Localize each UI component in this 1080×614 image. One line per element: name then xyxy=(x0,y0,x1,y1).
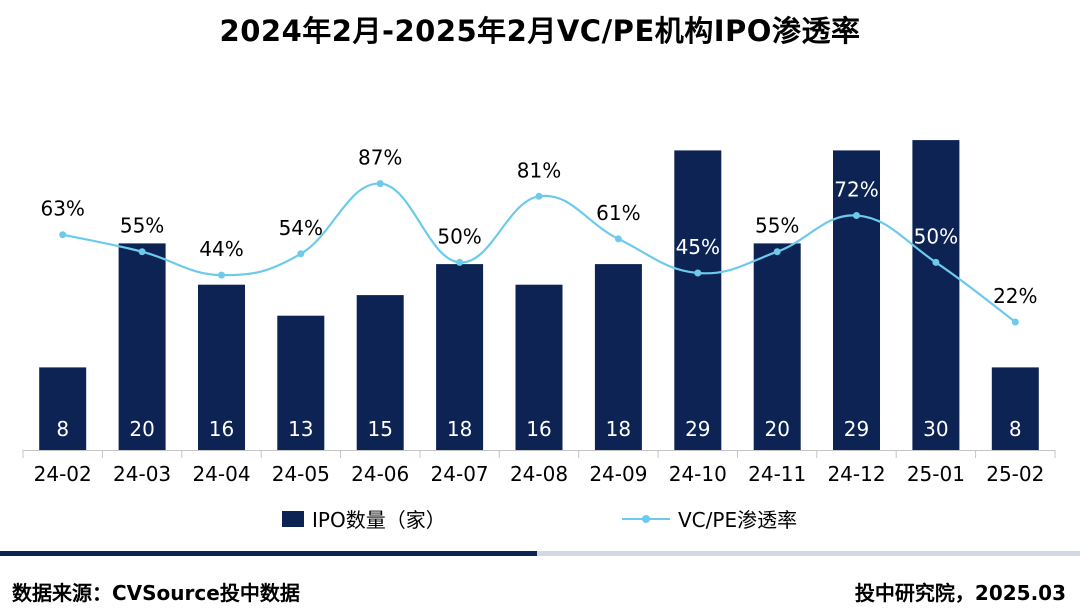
legend-label-ipo-count: IPO数量（家） xyxy=(312,508,446,532)
line-value-label: 44% xyxy=(199,237,243,261)
x-tick-label: 24-05 xyxy=(272,462,330,486)
line-point-24-06 xyxy=(376,180,384,188)
x-tick-label: 24-09 xyxy=(589,462,647,486)
legend-line-swatch xyxy=(622,511,670,527)
line-value-label: 87% xyxy=(358,146,402,170)
x-tick-label: 25-01 xyxy=(907,462,965,486)
bar-value-label: 29 xyxy=(685,417,710,441)
divider-dark-segment xyxy=(0,551,537,556)
bar-value-label: 8 xyxy=(1009,417,1022,441)
divider-light-segment xyxy=(537,551,1080,556)
legend-item-ipo-count: IPO数量（家） xyxy=(282,504,446,533)
legend-bar-swatch xyxy=(282,510,304,527)
data-source-note: 数据来源：CVSource投中数据 xyxy=(12,581,300,605)
line-point-24-03 xyxy=(138,248,146,256)
bars-layer xyxy=(39,140,1039,450)
bar-24-04 xyxy=(198,284,245,450)
bar-value-label: 18 xyxy=(447,417,472,441)
line-point-24-11 xyxy=(773,248,781,256)
line-value-label: 55% xyxy=(120,214,164,238)
chart: 8 20 16 13 15 18 16 18 29 20 29 30 8 24-02 24-03 24-04… xyxy=(22,140,1056,486)
chart-title: 2024年2月-2025年2月VC/PE机构IPO渗透率 xyxy=(219,14,861,48)
bar-value-label: 8 xyxy=(56,417,69,441)
bar-value-label: 20 xyxy=(764,417,789,441)
line-value-label: 50% xyxy=(914,224,958,248)
bar-value-label: 30 xyxy=(923,417,948,441)
line-value-label: 50% xyxy=(437,224,481,248)
line-value-label: 22% xyxy=(993,284,1037,308)
line-value-label: 55% xyxy=(755,214,799,238)
bar-24-05 xyxy=(277,315,325,450)
line-point-24-07 xyxy=(456,258,464,266)
bar-value-label: 13 xyxy=(288,417,313,441)
line-value-label: 54% xyxy=(279,216,323,240)
bar-24-10 xyxy=(674,150,722,450)
legend-label-penetration-rate: VC/PE渗透率 xyxy=(678,508,798,532)
line-labels-layer: 63% 55% 44% 54% 87% 50% 81% 61% 45% 55% 72% 50% 22% xyxy=(40,146,1037,308)
footer-divider xyxy=(0,551,1080,556)
x-tick-label: 24-12 xyxy=(827,462,885,486)
line-value-label: 81% xyxy=(517,158,561,182)
bar-value-label: 18 xyxy=(606,417,631,441)
bar-25-01 xyxy=(912,140,960,450)
x-tick-label: 24-04 xyxy=(192,462,250,486)
bar-24-02 xyxy=(39,367,87,450)
bar-24-03 xyxy=(118,243,166,450)
publisher-date-note: 投中研究院，2025.03 xyxy=(854,581,1066,605)
line-point-24-08 xyxy=(535,192,543,200)
x-tick-label: 24-06 xyxy=(351,462,409,486)
bar-24-07 xyxy=(436,264,484,450)
legend-dot xyxy=(642,514,650,523)
line-layer xyxy=(59,180,1019,326)
bar-value-label: 16 xyxy=(209,417,234,441)
line-point-24-02 xyxy=(59,231,67,239)
bar-24-06 xyxy=(356,295,404,450)
line-value-label: 61% xyxy=(596,201,640,225)
bar-value-label: 15 xyxy=(367,417,392,441)
legend-item-penetration-rate: VC/PE渗透率 xyxy=(622,504,797,533)
x-tick-label: 24-07 xyxy=(431,462,489,486)
bar-value-label: 29 xyxy=(844,417,869,441)
bar-25-02 xyxy=(991,367,1039,450)
bar-24-08 xyxy=(515,284,563,450)
x-tick-label: 24-10 xyxy=(669,462,727,486)
line-point-24-09 xyxy=(614,235,622,243)
bar-labels-layer: 8 20 16 13 15 18 16 18 29 20 29 30 8 xyxy=(56,417,1021,441)
line-point-24-05 xyxy=(297,250,305,258)
bar-value-label: 16 xyxy=(526,417,551,441)
line-value-label: 45% xyxy=(676,235,720,259)
bar-24-12 xyxy=(833,150,880,450)
x-tick-label: 24-02 xyxy=(34,462,92,486)
bar-24-11 xyxy=(753,243,801,450)
line-point-24-12 xyxy=(853,212,860,219)
line-point-24-10 xyxy=(694,269,702,277)
line-value-label: 72% xyxy=(834,178,878,202)
x-tick-label: 25-02 xyxy=(986,462,1044,486)
x-tick-label: 24-03 xyxy=(113,462,171,486)
x-tick-label: 24-11 xyxy=(748,462,806,486)
line-point-25-02 xyxy=(1011,318,1019,326)
bar-value-label: 20 xyxy=(129,417,154,441)
line-value-label: 63% xyxy=(40,197,84,221)
x-axis: 24-02 24-03 24-04 24-05 24-06 24-07 24-08 24-09… xyxy=(22,450,1056,486)
bar-24-09 xyxy=(594,264,642,450)
x-tick-label: 24-08 xyxy=(510,462,568,486)
line-point-25-01 xyxy=(932,258,940,266)
line-point-24-04 xyxy=(218,271,225,279)
